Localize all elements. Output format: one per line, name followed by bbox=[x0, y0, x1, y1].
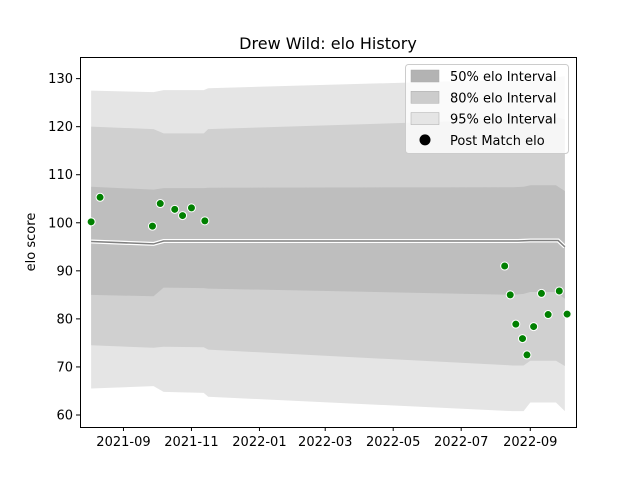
post-match-elo-point bbox=[186, 203, 196, 213]
y-tick-label: 80 bbox=[56, 312, 73, 327]
x-axis: 2021-09 2021-11 2022-01 2022-03 2022-05 2022-… bbox=[96, 427, 557, 450]
legend-item-50: 50% elo Interval bbox=[450, 70, 557, 85]
x-tick-label: 2021-09 bbox=[96, 435, 150, 450]
y-axis: 60 70 80 90 100 110 120 130 bbox=[48, 72, 80, 423]
x-tick-label: 2022-05 bbox=[366, 435, 420, 450]
post-match-elo-point bbox=[200, 216, 210, 226]
chart-title: Drew Wild: elo History bbox=[239, 34, 417, 53]
y-tick-label: 60 bbox=[56, 408, 73, 423]
legend-marker bbox=[419, 134, 431, 146]
legend-item-post-match: Post Match elo bbox=[450, 134, 545, 149]
post-match-elo-point bbox=[155, 199, 165, 209]
mean-elo-line bbox=[91, 239, 566, 248]
axes-frame bbox=[80, 57, 577, 428]
legend-swatch bbox=[410, 69, 440, 83]
legend: 50% elo Interval 80% elo Interval 95% elo … bbox=[405, 64, 569, 154]
post-match-elo-point bbox=[86, 217, 96, 227]
y-tick-label: 110 bbox=[48, 168, 73, 183]
y-tick-label: 90 bbox=[56, 264, 73, 279]
y-axis-label: elo score bbox=[24, 213, 39, 272]
post-match-elo-point bbox=[543, 310, 553, 320]
post-match-elo-point bbox=[554, 286, 564, 296]
x-tick-label: 2022-09 bbox=[503, 435, 557, 450]
plot-area bbox=[86, 76, 572, 412]
post-match-elo-point bbox=[529, 322, 539, 332]
post-match-elo-point bbox=[536, 288, 546, 298]
post-match-elo-point bbox=[500, 261, 510, 271]
legend-item-95: 95% elo Interval bbox=[450, 113, 557, 128]
post-match-elo-point bbox=[522, 350, 532, 360]
post-match-elo-point bbox=[518, 334, 527, 344]
y-tick-label: 100 bbox=[48, 216, 73, 231]
x-tick-label: 2022-07 bbox=[434, 435, 488, 450]
post-match-elo-point bbox=[178, 211, 188, 221]
legend-swatch bbox=[410, 91, 440, 104]
y-tick-label: 70 bbox=[56, 360, 73, 375]
legend-item-80: 80% elo Interval bbox=[450, 91, 557, 106]
legend-swatch bbox=[410, 112, 440, 125]
post-match-elo-point bbox=[562, 309, 572, 319]
x-tick-label: 2021-11 bbox=[164, 435, 218, 450]
y-tick-label: 130 bbox=[48, 72, 73, 87]
y-tick-label: 120 bbox=[48, 120, 73, 135]
post-match-elo-point bbox=[170, 204, 180, 214]
legend-box bbox=[405, 64, 569, 154]
post-match-elo-point bbox=[147, 221, 157, 231]
post-match-elo-point bbox=[511, 319, 521, 329]
x-tick-label: 2022-03 bbox=[298, 435, 352, 450]
post-match-elo-point bbox=[505, 290, 515, 300]
post-match-elo-point bbox=[95, 192, 105, 202]
x-tick-label: 2022-01 bbox=[232, 435, 286, 450]
